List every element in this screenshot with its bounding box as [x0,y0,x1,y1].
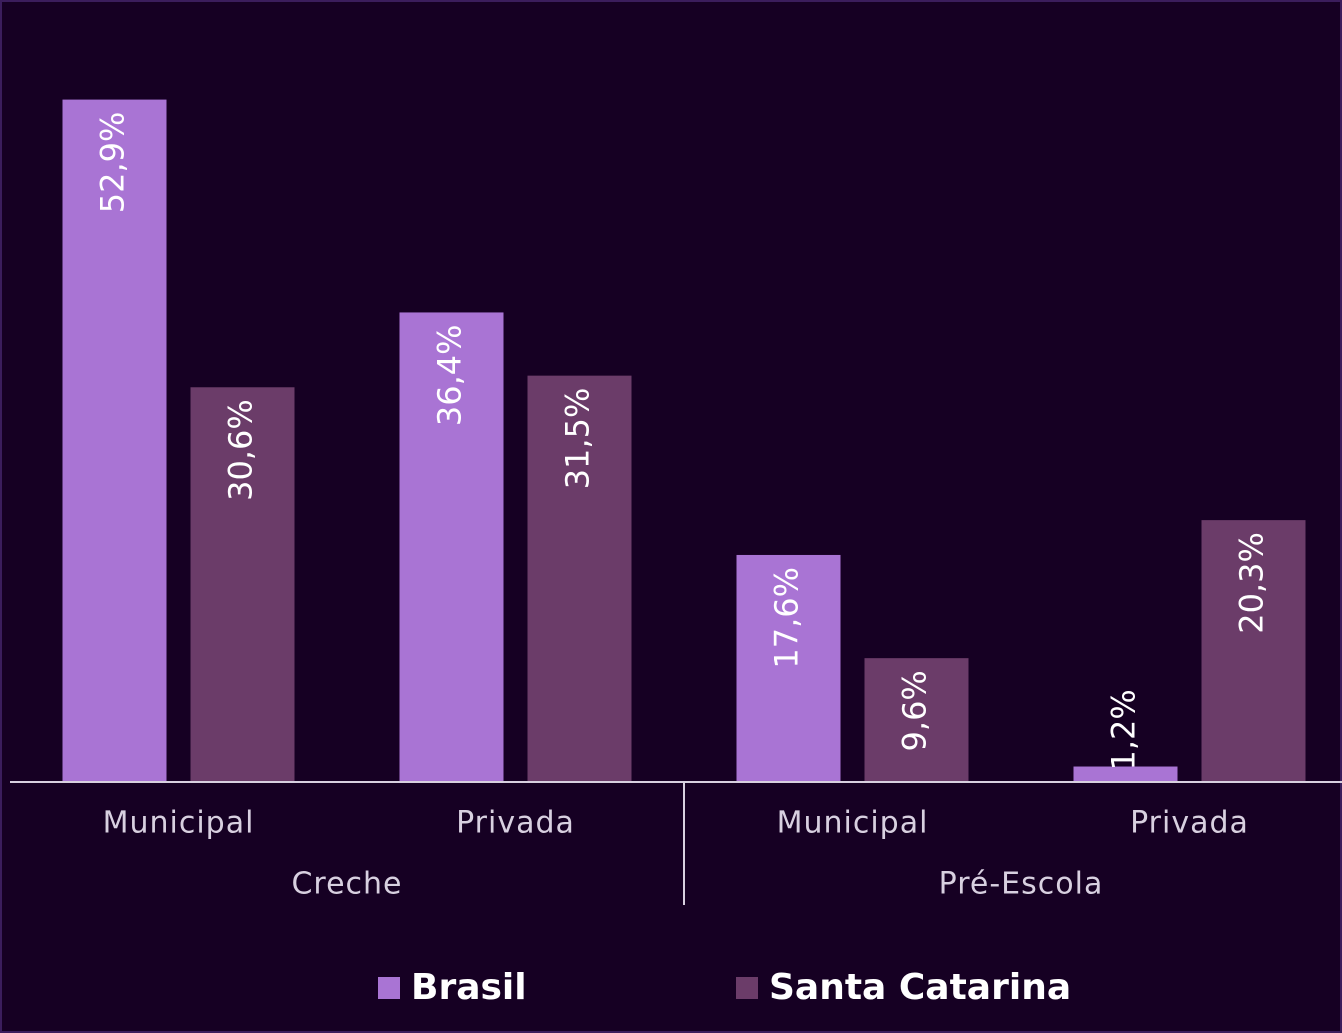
group-label: Pré-Escola [939,867,1104,902]
bar [399,312,504,782]
bar [736,554,841,782]
bar [527,375,632,782]
bar [864,658,969,782]
data-label: 31,5% [559,388,597,490]
data-label: 52,9% [94,112,132,214]
data-label: 20,3% [1233,532,1271,634]
legend-label: Brasil [411,967,527,1008]
x-tick-label: Municipal [777,806,929,841]
bar [62,99,167,783]
legend-swatch [378,977,400,999]
x-tick-label: Privada [1130,806,1249,841]
x-tick-label: Municipal [103,806,255,841]
bar [1201,520,1306,782]
data-label: 36,4% [431,324,469,426]
data-label: 17,6% [768,567,806,669]
data-label: 9,6% [896,670,934,751]
legend-label: Santa Catarina [769,967,1071,1008]
bar [190,387,295,782]
group-label: Creche [291,867,402,902]
x-tick-label: Privada [456,806,575,841]
bar [1073,766,1178,782]
data-label: 30,6% [222,399,260,501]
legend-swatch [736,977,758,999]
data-label: 1,2% [1105,689,1143,770]
